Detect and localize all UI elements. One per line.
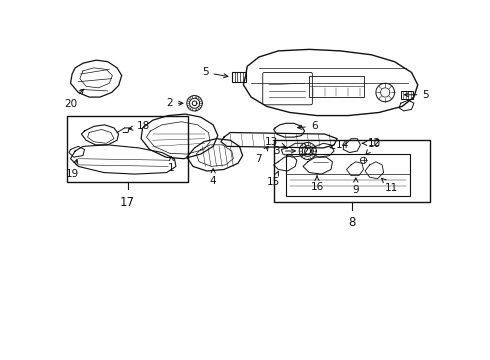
- Bar: [286, 154, 410, 195]
- Text: 10: 10: [366, 139, 381, 154]
- Bar: [68, 116, 188, 182]
- Bar: [401, 91, 413, 99]
- Text: 4: 4: [210, 169, 217, 186]
- Text: 6: 6: [297, 121, 318, 131]
- Text: 20: 20: [64, 89, 83, 109]
- Text: 5: 5: [405, 90, 429, 100]
- Bar: [232, 72, 245, 82]
- Text: 7: 7: [256, 147, 268, 164]
- Text: 17: 17: [120, 195, 135, 209]
- Text: 16: 16: [310, 176, 323, 192]
- Text: 14: 14: [330, 140, 349, 150]
- Text: 2: 2: [166, 98, 183, 108]
- Text: 15: 15: [267, 171, 280, 187]
- Text: 1: 1: [168, 156, 174, 173]
- Text: 9: 9: [352, 178, 359, 195]
- Bar: [273, 140, 430, 202]
- Text: 19: 19: [66, 159, 79, 180]
- Text: 12: 12: [363, 138, 381, 148]
- Text: 3: 3: [273, 146, 295, 156]
- Text: 8: 8: [348, 216, 356, 229]
- Text: 18: 18: [128, 121, 150, 131]
- Text: 5: 5: [202, 67, 228, 78]
- Text: 11: 11: [382, 178, 398, 193]
- Text: 13: 13: [265, 137, 286, 147]
- Bar: [309, 76, 364, 97]
